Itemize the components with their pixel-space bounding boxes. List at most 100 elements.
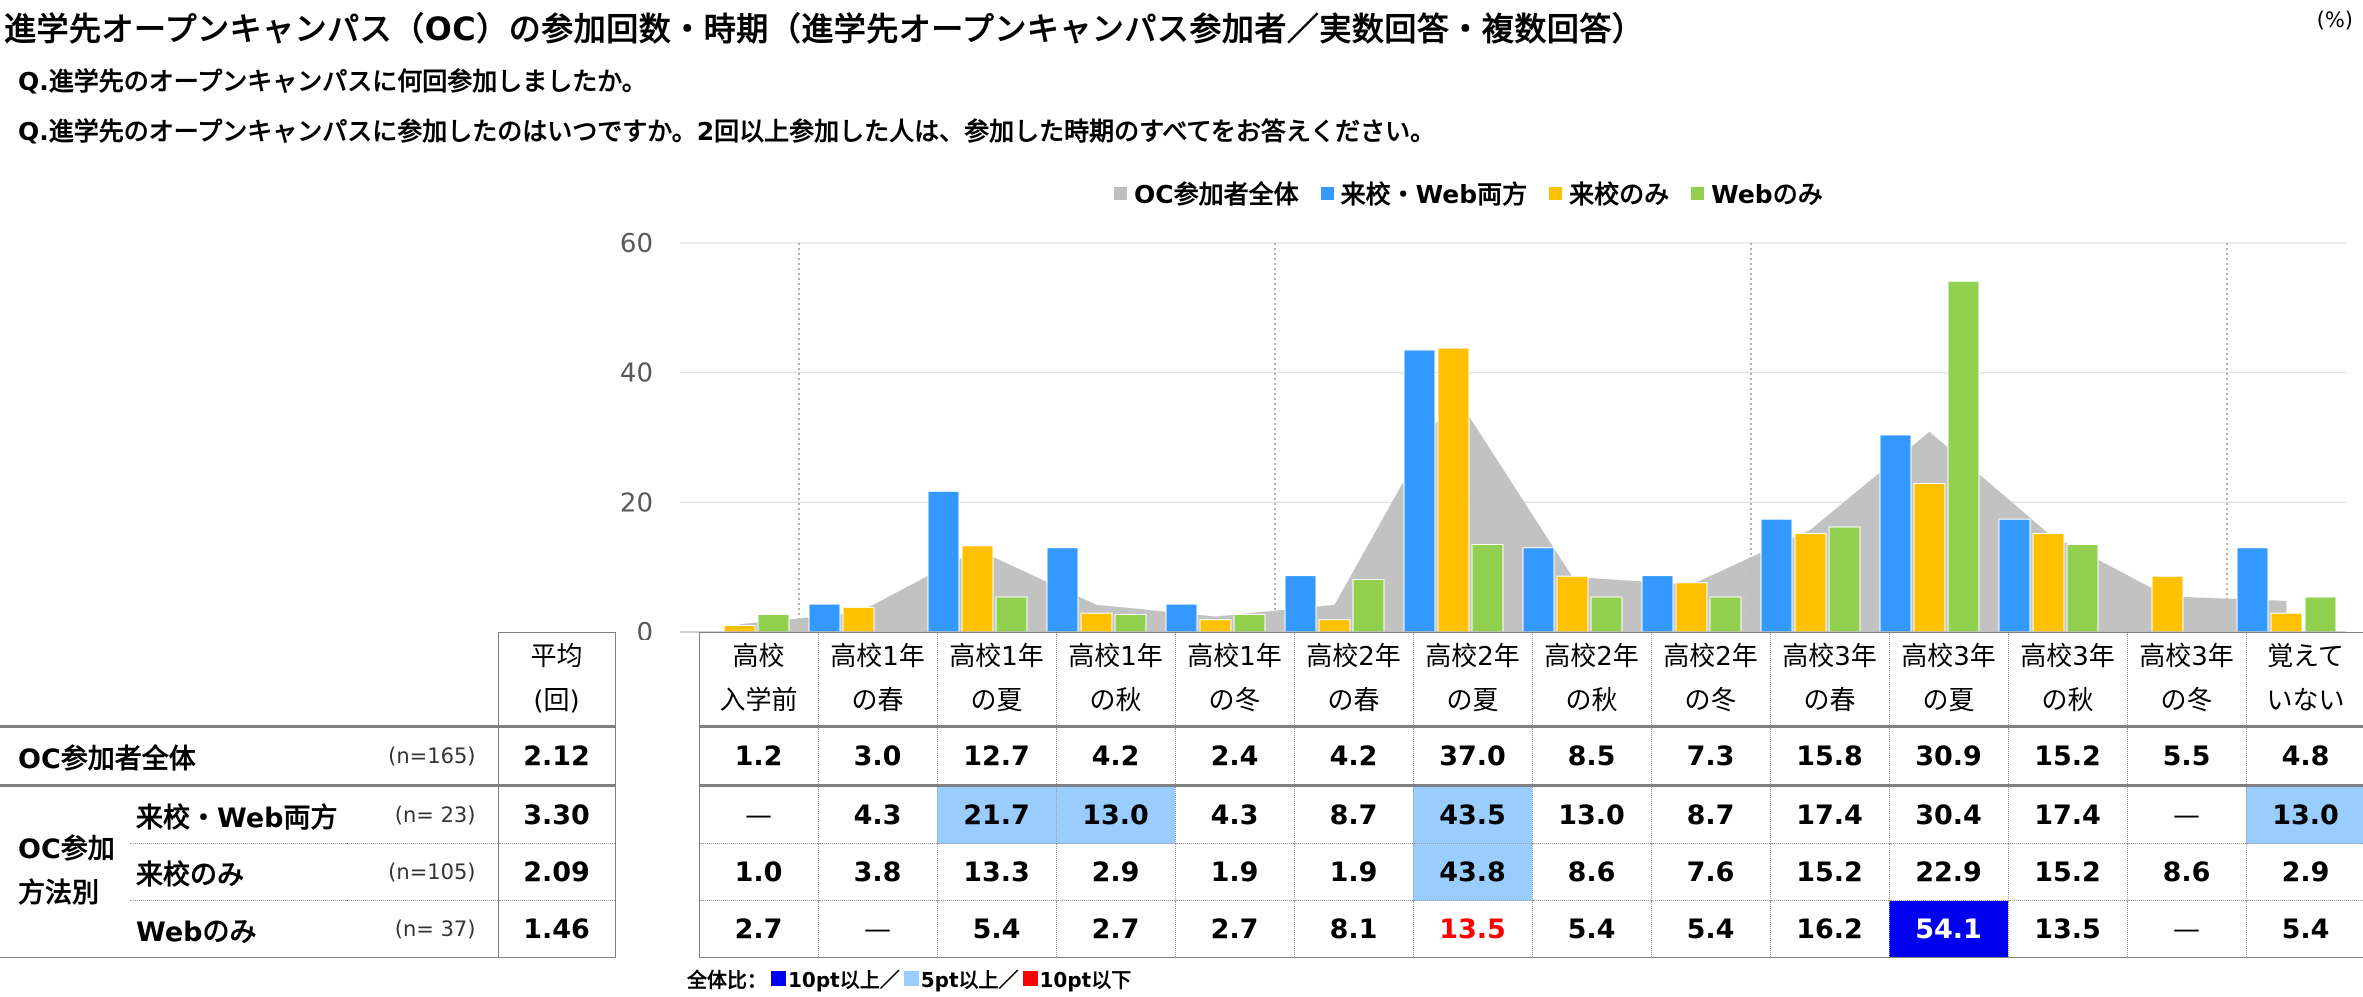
row-n: (n=105) [346,843,498,901]
header-average: 平均 (回) [497,632,616,727]
bar [1913,483,1946,633]
legend-item-visit: 来校のみ [1549,175,1669,211]
header-blank [130,633,346,727]
table-cell: 8.6 [2126,843,2246,901]
bar [808,603,841,633]
category-header-line: の冬 [1208,686,1261,716]
category-header: 高校3年 の春 [1769,632,1889,727]
category-header-line: 高校1年 [1187,642,1282,672]
header-average-line: 平均 [530,642,583,672]
table-row: 来校のみ (n=105) 2.09 1.0 3.8 13.3 2.9 1.9 1.9 43.8 8.… [0,843,2363,901]
category-header-line: の冬 [2160,686,2213,716]
table-cell: 1.0 [698,843,818,901]
legend-item-all: OC参加者全体 [1114,175,1299,211]
category-header: 高校1年 の秋 [1055,632,1175,727]
bar [1199,619,1232,633]
bar [1879,434,1912,633]
category-header-line: いない [2266,686,2345,716]
legend-label-both: 来校・Web両方 [1340,180,1528,209]
bar [1233,613,1266,633]
table-cell: 4.2 [1293,725,1413,786]
category-header-line: 高校3年 [2139,642,2234,672]
table-row: Webのみ (n= 37) 1.46 2.7—5.4 2.7 2.7 8.1 13.5 5.4 5… [0,900,2363,958]
group-label-line: 方法別 [18,878,99,909]
bar [2151,575,2184,633]
category-header-line: 覚えて [2267,642,2344,672]
footnote-item-light: 5pt以上／ [920,968,1019,992]
table-cell: 30.9 [1888,725,2008,786]
table-cell: 7.6 [1650,843,1770,901]
bar [1318,619,1351,633]
table-cell: 54.1 [1888,900,2008,958]
bar [1675,582,1708,633]
table-row: OC参加 方法別 来校・Web両方 (n= 23) 3.30—4.3 21.7 13.0 4.… [0,784,2363,958]
row-label: 来校のみ [130,843,346,901]
row-n: (n= 23) [346,784,498,844]
footnote-swatch-red [1022,971,1038,986]
row-n: (n=165) [346,725,498,786]
category-header: 高校2年 の秋 [1531,632,1651,727]
table-cell: 13.0 [1055,784,1175,844]
bar [1998,518,2031,633]
table-cell: 2.9 [1055,843,1175,901]
category-header-line: の春 [1803,686,1856,716]
group-label-line: OC参加 [18,834,115,865]
bar [1471,543,1504,633]
data-table: 平均 (回) 高校 入学前 高校1年 の春 高校1年 の夏 高校1年 の秋 高校1年 の冬 高校2年 の春… [0,632,2363,958]
bar [1352,578,1385,633]
legend-label-web: Webのみ [1711,180,1823,209]
bar [2236,547,2269,633]
category-header-line: の春 [1327,686,1380,716]
table-cell: 1.9 [1174,843,1294,901]
table-cell: — [2126,784,2246,844]
table-cell: 15.8 [1769,725,1889,786]
table-cell: 13.0 [2245,784,2363,844]
question-timing: Q.進学先のオープンキャンパスに参加したのはいつですか。2回以上参加した人は、参… [18,117,1436,146]
bar [2304,596,2337,633]
table-cell: 37.0 [1412,725,1532,786]
table-cell: 16.2 [1769,900,1889,958]
bar [1165,603,1198,633]
table-cell: 1.2 [698,725,818,786]
bar [1590,596,1623,633]
category-header-line: の夏 [1446,686,1499,716]
table-cell: 13.5 [2007,900,2127,958]
row-label: OC参加者全体 [0,725,346,786]
bar [1046,547,1079,633]
y-tick-label: 0 [636,618,653,640]
bar [1522,547,1555,633]
bar [1709,596,1742,633]
category-header: 高校1年 の春 [817,632,937,727]
category-header-line: の秋 [2041,686,2094,716]
table-cell: 1.9 [1293,843,1413,901]
table-cell: 8.1 [1293,900,1413,958]
bar [1794,532,1827,633]
table-gap [615,901,699,958]
header-blank [346,633,498,727]
table-cell: 7.3 [1650,725,1770,786]
y-tick-label: 40 [620,359,653,389]
header-gap [615,633,699,727]
table-cell: 5.4 [1531,900,1651,958]
bar [927,490,960,633]
row-label: Webのみ [130,900,346,958]
legend-item-both: 来校・Web両方 [1320,175,1528,211]
row-label: 来校・Web両方 [130,784,346,844]
category-header: 高校3年の冬 [2126,632,2246,727]
bar [1828,526,1861,633]
table-cell: 13.5 [1412,900,1532,958]
category-header-line: 高校3年 [1901,642,1996,672]
table-cell: 2.4 [1174,725,1294,786]
legend-swatch-both [1320,186,1334,200]
bar [757,613,790,633]
category-header: 高校2年 の冬 [1650,632,1770,727]
footnote-swatch-light [903,971,919,986]
table-gap [615,786,699,844]
legend-swatch-all [1114,186,1127,200]
table-cell: 13.3 [936,843,1056,901]
category-header: 高校1年の冬 [1174,632,1294,727]
header-average-line: (回) [533,686,580,716]
bar [842,606,875,633]
category-header: 覚えて いない [2245,632,2363,727]
table-cell: 5.4 [936,900,1056,958]
